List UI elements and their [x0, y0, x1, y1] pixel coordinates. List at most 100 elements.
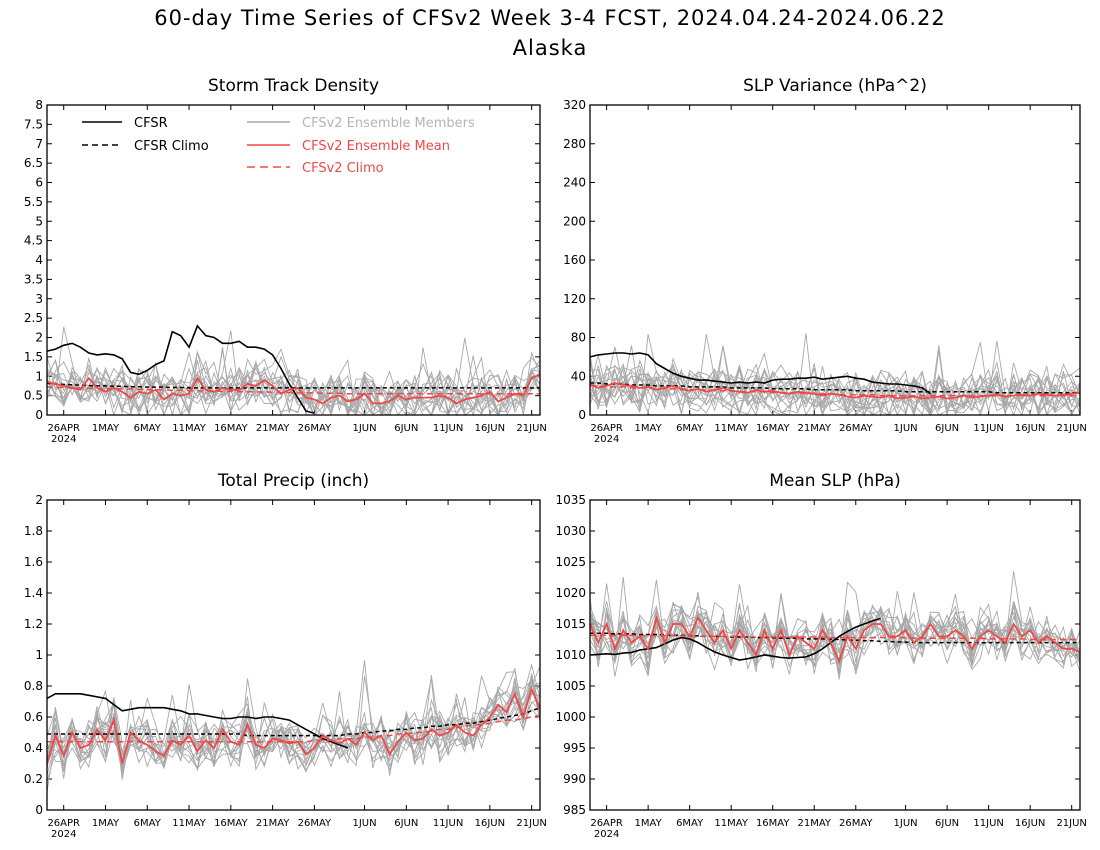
panel-title: Storm Track Density: [208, 76, 379, 96]
y-tick-label: 1.5: [24, 350, 43, 364]
series-cfsr-climo: [590, 632, 1080, 644]
x-tick-label: 16MAY: [756, 818, 790, 829]
y-tick-label: 200: [563, 214, 586, 228]
y-tick-label: 2: [35, 331, 43, 345]
chart-panel-3: Mean SLP (hPa) 985 990 995 1000 1005 1010 1015 1…: [555, 471, 1086, 840]
y-tick-label: 2: [35, 493, 43, 507]
y-tick-label: 3: [35, 292, 43, 306]
ensemble-member-line: [46, 347, 541, 417]
x-tick-label: 21JUN: [1056, 423, 1086, 434]
x-tick-label: 1JUN: [352, 423, 376, 434]
x-tick-label: 11JUN: [433, 423, 463, 434]
y-tick-label: 995: [563, 741, 586, 755]
y-tick-label: 0.8: [24, 679, 43, 693]
series-cfsr: [46, 692, 349, 749]
x-tick-label: 11MAY: [714, 818, 748, 829]
chart-panel-0: Storm Track Density 0 0.5 1 1.5 2 2.5 3 3.5 4 4.5 5…: [24, 76, 547, 445]
ensemble-member-line: [589, 576, 1081, 672]
x-tick-label: 6JUN: [935, 423, 959, 434]
legend-mean-label: CFSv2 Ensemble Mean: [302, 139, 450, 154]
x-tick-label: 16MAY: [214, 423, 248, 434]
x-tick-label: 1MAY: [635, 818, 663, 829]
y-tick-label: 985: [563, 803, 586, 817]
y-tick-label: 0: [578, 408, 586, 422]
legend-cfsr-climo-label: CFSR Climo: [134, 139, 209, 154]
plot-frame: [46, 499, 541, 811]
x-tick-label: 6JUN: [394, 423, 418, 434]
y-tick-label: 6: [35, 176, 43, 190]
series-cfsr-climo: [46, 382, 540, 389]
legend-cfsv2-climo-label: CFSv2 Climo: [302, 161, 384, 176]
x-tick-label: 6MAY: [134, 818, 162, 829]
x-tick-label: 1MAY: [92, 818, 120, 829]
x-tick-label: 16MAY: [214, 818, 248, 829]
x-tick-label: 21MAY: [256, 423, 290, 434]
plot-frame: [589, 499, 1081, 811]
series-cfsr-climo: [47, 706, 541, 737]
ensemble-member-line: [46, 358, 541, 417]
x-tick-label: 6MAY: [676, 818, 704, 829]
y-tick-label: 4.5: [24, 234, 43, 248]
x-tick-label: 1JUN: [352, 818, 376, 829]
series-cfsr: [589, 352, 931, 395]
y-tick-label: 80: [571, 331, 586, 345]
y-tick-label: 1.4: [24, 586, 43, 600]
y-tick-label: 0.5: [24, 389, 43, 403]
x-year-label: 2024: [594, 829, 619, 840]
ensemble-member-line: [589, 345, 1081, 417]
x-tick-label: 1MAY: [635, 423, 663, 434]
x-tick-label: 21JUN: [516, 818, 546, 829]
y-tick-label: 320: [563, 98, 586, 112]
x-tick-label: 26MAY: [839, 818, 873, 829]
y-tick-label: 280: [563, 137, 586, 151]
y-tick-label: 2.5: [24, 311, 43, 325]
main-title: 60-day Time Series of CFSv2 Week 3-4 FCS…: [154, 6, 946, 30]
series-cfsr: [589, 617, 881, 661]
x-tick-label: 6MAY: [134, 423, 162, 434]
series-cfsv2-ensemble-mean: [46, 686, 541, 764]
x-tick-label: 11JUN: [433, 818, 463, 829]
y-tick-label: 1.8: [24, 524, 43, 538]
series-cfsv2-ensemble-mean: [589, 614, 1081, 664]
x-year-label: 2024: [51, 829, 76, 840]
y-tick-label: 1020: [555, 586, 586, 600]
x-tick-label: 11MAY: [172, 423, 206, 434]
x-tick-label: 11JUN: [973, 423, 1003, 434]
y-tick-label: 1.2: [24, 617, 43, 631]
x-tick-label: 21MAY: [256, 818, 290, 829]
x-tick-label: 16JUN: [1015, 818, 1045, 829]
y-tick-label: 1: [35, 369, 43, 383]
y-tick-label: 1010: [555, 648, 586, 662]
x-year-label: 2024: [51, 434, 76, 445]
x-tick-label: 11MAY: [172, 818, 206, 829]
plot-frame: [589, 104, 1081, 416]
x-tick-label: 21JUN: [516, 423, 546, 434]
y-tick-label: 1: [35, 648, 43, 662]
region-title: Alaska: [512, 36, 588, 60]
y-tick-label: 0: [35, 408, 43, 422]
ensemble-member-line: [589, 581, 1081, 677]
y-tick-label: 5.5: [24, 195, 43, 209]
y-tick-label: 120: [563, 292, 586, 306]
y-tick-label: 7: [35, 137, 43, 151]
x-tick-label: 26APR: [47, 423, 80, 434]
series-cfsv2-ensemble-mean: [46, 373, 541, 405]
ensemble-member-line: [589, 591, 1081, 675]
x-tick-label: 21MAY: [797, 423, 831, 434]
y-tick-label: 6.5: [24, 156, 43, 170]
ensemble-member-line: [589, 334, 1081, 413]
x-tick-label: 1MAY: [92, 423, 120, 434]
panel-title: SLP Variance (hPa^2): [743, 76, 927, 96]
x-tick-label: 26MAY: [298, 423, 332, 434]
x-tick-label: 21JUN: [1056, 818, 1086, 829]
x-tick-label: 6JUN: [935, 818, 959, 829]
y-tick-label: 1000: [555, 710, 586, 724]
x-tick-label: 1JUN: [894, 423, 918, 434]
series-cfsr: [46, 324, 315, 414]
y-tick-label: 5: [35, 214, 43, 228]
x-tick-label: 21MAY: [797, 818, 831, 829]
y-tick-label: 40: [571, 369, 586, 383]
panel-title: Mean SLP (hPa): [769, 471, 901, 491]
legend: CFSR CFSR Climo CFSv2 Ensemble Members CFSv…: [82, 116, 475, 176]
